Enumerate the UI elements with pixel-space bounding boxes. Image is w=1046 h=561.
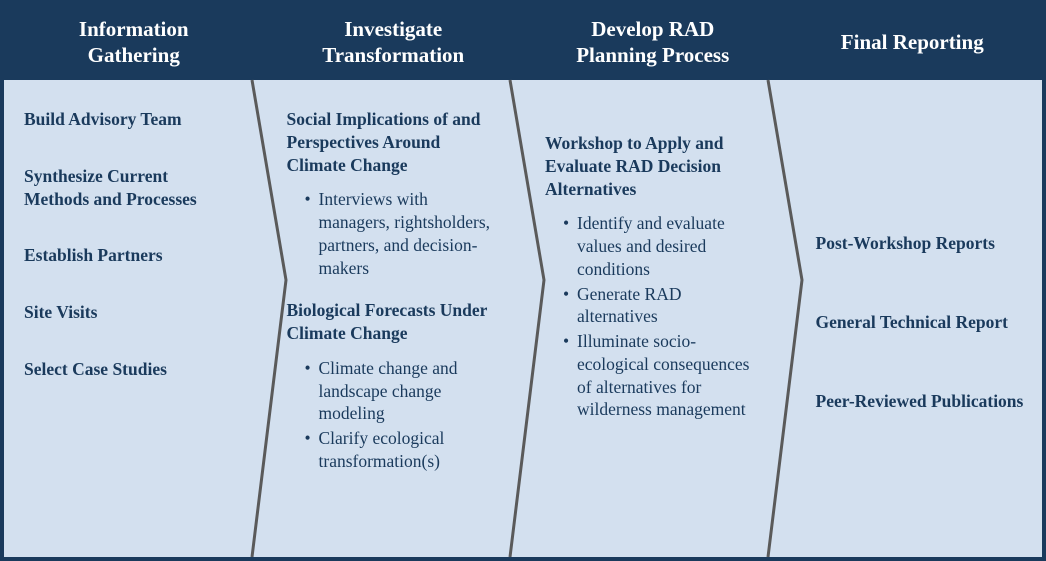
phase-header-4: Final Reporting [783,4,1043,80]
p2-g1-b1: Interviews with managers, rightsholders,… [305,188,496,279]
p2-g2-b1: Climate change and landscape change mode… [305,357,496,425]
p2-group-1-heading: Social Implications of and Perspectives … [287,108,496,176]
p2-group-1-list: Interviews with managers, rightsholders,… [287,188,496,279]
p2-g2-b2: Clarify ecological transformation(s) [305,427,496,473]
phase-title-1b: Gathering [88,43,180,67]
p3-group-1-list: Identify and evaluate values and desired… [545,212,754,421]
p2-group-2-list: Climate change and landscape change mode… [287,357,496,473]
phase-header-1: InformationGathering [4,4,264,80]
p4-item-3: Peer-Reviewed Publications [816,390,1025,413]
p3-g1-b1: Identify and evaluate values and desired… [563,212,754,280]
p3-g1-b3: Illuminate socio-ecological consequences… [563,330,754,421]
phase-title-3b: Planning Process [576,43,729,67]
phase-header-2: InvestigateTransformation [264,4,524,80]
phase-col-4: Post-Workshop Reports General Technical … [764,80,1043,557]
p3-group-1-heading: Workshop to Apply and Evaluate RAD Decis… [545,132,754,200]
p4-item-2: General Technical Report [816,311,1025,334]
phase-title-2a: Investigate [344,17,442,41]
phase-title-3a: Develop RAD [591,17,714,41]
p1-item-5: Select Case Studies [24,358,233,381]
phase-title-2b: Transformation [322,43,464,67]
process-diagram: InformationGathering InvestigateTransfor… [0,0,1046,561]
phase-col-2: Social Implications of and Perspectives … [251,80,506,557]
phase-title-1a: Information [79,17,189,41]
phase-col-1: Build Advisory Team Synthesize Current M… [4,80,251,557]
phase-header-band: InformationGathering InvestigateTransfor… [4,4,1042,80]
p1-item-1: Build Advisory Team [24,108,233,131]
p1-item-2: Synthesize Current Methods and Processes [24,165,233,211]
phase-body-area: Build Advisory Team Synthesize Current M… [4,80,1042,557]
p4-item-1: Post-Workshop Reports [816,232,1025,255]
phase-header-3: Develop RADPlanning Process [523,4,783,80]
p3-g1-b2: Generate RAD alternatives [563,283,754,329]
p1-item-4: Site Visits [24,301,233,324]
p2-group-2-heading: Biological Forecasts Under Climate Chang… [287,299,496,345]
phase-title-4a: Final Reporting [841,30,984,54]
phase-col-3: Workshop to Apply and Evaluate RAD Decis… [505,80,764,557]
p1-item-3: Establish Partners [24,244,233,267]
